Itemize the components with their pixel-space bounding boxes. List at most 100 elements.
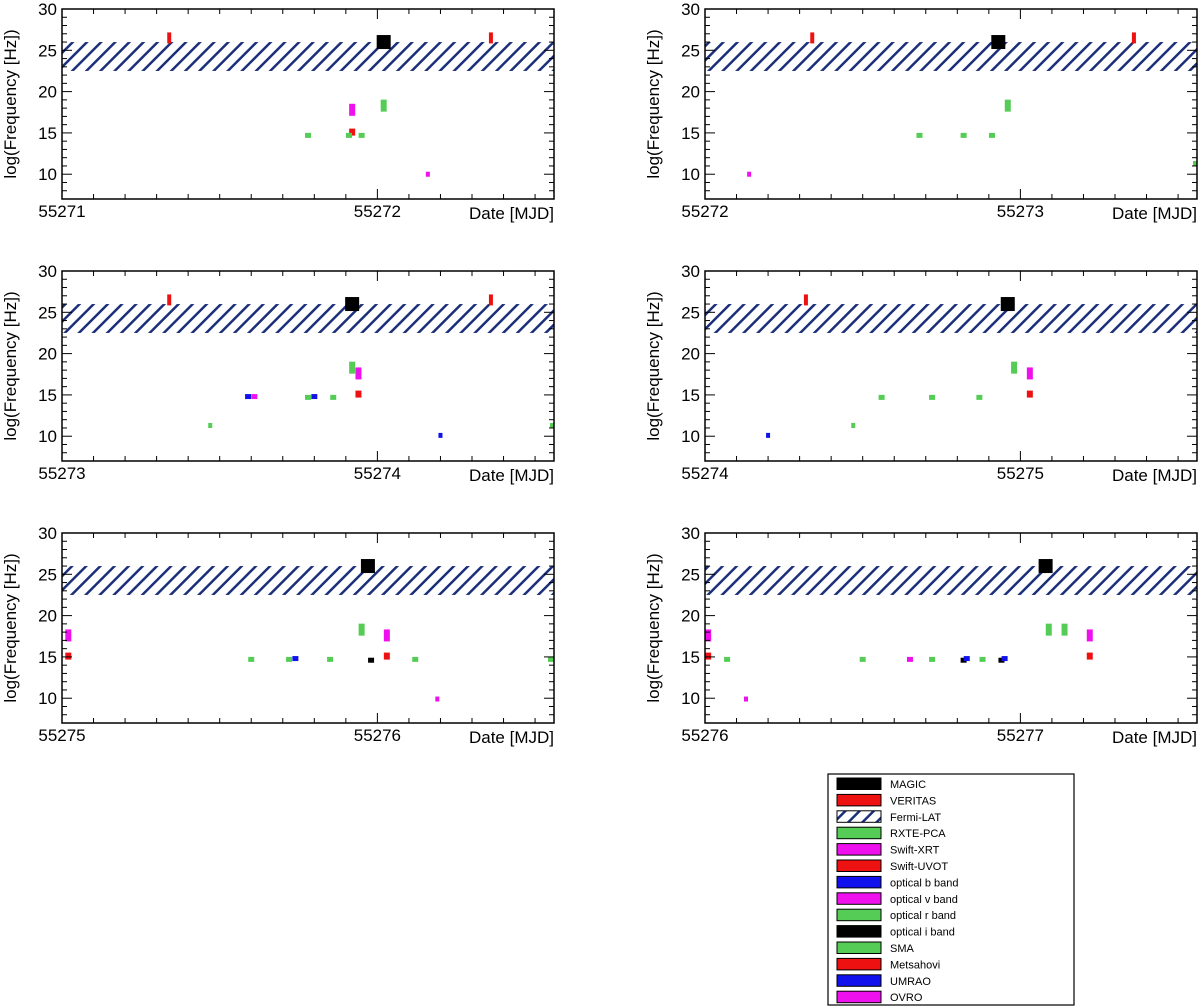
- data-point-optical-r-band: [976, 394, 983, 400]
- data-point-optical-r-band: [859, 656, 866, 662]
- x-tick-label: 55272: [354, 202, 401, 221]
- data-point-optical-r-band: [548, 656, 554, 662]
- x-tick-label: 55274: [681, 464, 728, 483]
- data-point-swift-uvot: [1026, 390, 1033, 398]
- y-tick-label: 10: [681, 165, 700, 184]
- panel-2: 10 15 20 25 30 55272 55273 Date [MJD] log(Freque…: [644, 0, 1198, 223]
- fermi-lat-band: [705, 42, 1197, 71]
- data-point-optical-b-band: [1001, 656, 1008, 662]
- legend-label: MAGIC: [890, 779, 926, 791]
- y-tick-label: 20: [681, 345, 700, 364]
- x-axis-title: Date [MJD]: [469, 728, 554, 747]
- data-point-swift-xrt: [1026, 367, 1033, 380]
- data-point-ovro: [435, 696, 440, 702]
- data-point-magic: [1038, 559, 1053, 574]
- data-point-optical-r-band: [248, 656, 255, 662]
- data-point-swift-uvot: [355, 390, 362, 398]
- data-point-swift-uvot: [1086, 652, 1093, 660]
- data-point-optical-r-band: [878, 394, 885, 400]
- legend-swatch: [836, 941, 882, 954]
- legend-swatch: [836, 859, 882, 872]
- y-tick-label: 25: [38, 41, 57, 60]
- data-point-swift-xrt: [349, 103, 356, 116]
- panel-4: 10 15 20 25 30 55274 55275 Date [MJD] log(Freque…: [644, 262, 1198, 485]
- y-tick-label: 20: [38, 607, 57, 626]
- y-tick-label: 15: [38, 386, 57, 405]
- legend-swatch: [836, 875, 882, 889]
- y-tick-label: 20: [38, 83, 57, 102]
- y-axis-title: log(Frequency [Hz]): [644, 29, 663, 178]
- y-tick-label: 15: [38, 648, 57, 667]
- x-tick-label: 55274: [354, 464, 401, 483]
- panel-1: 10 15 20 25 30 55271 55272 Date [MJD] log(Freque…: [1, 0, 555, 223]
- y-tick-label: 25: [681, 303, 700, 322]
- x-tick-label: 55275: [997, 464, 1044, 483]
- fermi-lat-band: [62, 566, 554, 595]
- data-point-optical-r-band: [305, 132, 311, 138]
- data-point-magic: [345, 297, 360, 312]
- data-point-optical-r-band: [916, 132, 923, 138]
- data-point-swift-xrt: [65, 629, 72, 642]
- x-tick-label: 55277: [997, 726, 1044, 745]
- plot-frame: [61, 532, 555, 724]
- y-axis-title: log(Frequency [Hz]): [1, 29, 20, 178]
- legend-swatch: [836, 793, 882, 807]
- data-point-optical-v-band: [251, 394, 258, 400]
- legend-swatch: [836, 826, 882, 840]
- x-tick-label: 55276: [354, 726, 401, 745]
- data-point-optical-i-band: [998, 657, 1005, 663]
- data-point-veritas: [167, 294, 172, 306]
- legend-swatch: [836, 892, 882, 905]
- data-point-veritas: [803, 294, 808, 306]
- data-point-ovro: [425, 171, 430, 177]
- data-point-magic: [376, 35, 391, 50]
- y-tick-label: 25: [38, 565, 57, 584]
- legend-swatch: [836, 810, 882, 823]
- x-axis-title: Date [MJD]: [1112, 466, 1197, 485]
- y-tick-label: 20: [681, 83, 700, 102]
- data-point-veritas: [167, 32, 172, 44]
- data-point-rxte-pca: [380, 99, 387, 112]
- legend-swatch: [836, 843, 882, 856]
- data-point-optical-r-band: [929, 656, 936, 662]
- legend-swatch: [836, 957, 882, 971]
- legend-label: Swift-UVOT: [890, 861, 948, 873]
- data-point-optical-r-band: [412, 656, 419, 662]
- data-point-optical-i-band: [368, 657, 375, 663]
- y-tick-label: 15: [38, 124, 57, 143]
- legend-label: optical i band: [890, 927, 955, 939]
- plot-frame: [704, 8, 1198, 200]
- data-point-optical-r-band: [305, 394, 311, 400]
- data-point-optical-r-band: [929, 394, 936, 400]
- data-point-sma: [208, 422, 213, 428]
- legend-swatch: [836, 908, 882, 922]
- data-point-swift-xrt: [705, 629, 712, 642]
- legend-swatch: [836, 990, 882, 1004]
- data-point-optical-r-band: [358, 132, 365, 138]
- y-axis-title: log(Frequency [Hz]): [644, 553, 663, 702]
- data-point-optical-r-band: [724, 656, 731, 662]
- x-axis-title: Date [MJD]: [1112, 204, 1197, 223]
- data-point-optical-r-band: [989, 132, 995, 138]
- fermi-lat-band: [705, 566, 1197, 595]
- data-point-magic: [991, 35, 1006, 50]
- data-point-optical-b-band: [311, 394, 318, 400]
- data-point-ovro: [744, 696, 748, 702]
- y-tick-label: 20: [38, 345, 57, 364]
- data-point-sma: [1193, 160, 1197, 166]
- y-tick-label: 10: [38, 427, 57, 446]
- y-tick-label: 25: [681, 41, 700, 60]
- fermi-lat-band: [62, 304, 554, 333]
- y-tick-label: 30: [38, 524, 57, 543]
- y-axis-title: log(Frequency [Hz]): [1, 553, 20, 702]
- data-point-magic: [1000, 297, 1015, 312]
- data-point-veritas: [1131, 32, 1136, 44]
- x-axis-title: Date [MJD]: [469, 466, 554, 485]
- fermi-lat-band: [62, 42, 554, 71]
- data-point-swift-xrt: [1086, 629, 1093, 642]
- x-tick-label: 55276: [681, 726, 728, 745]
- legend-label: Swift-XRT: [890, 845, 940, 857]
- data-point-veritas: [810, 32, 815, 44]
- y-tick-label: 10: [681, 689, 700, 708]
